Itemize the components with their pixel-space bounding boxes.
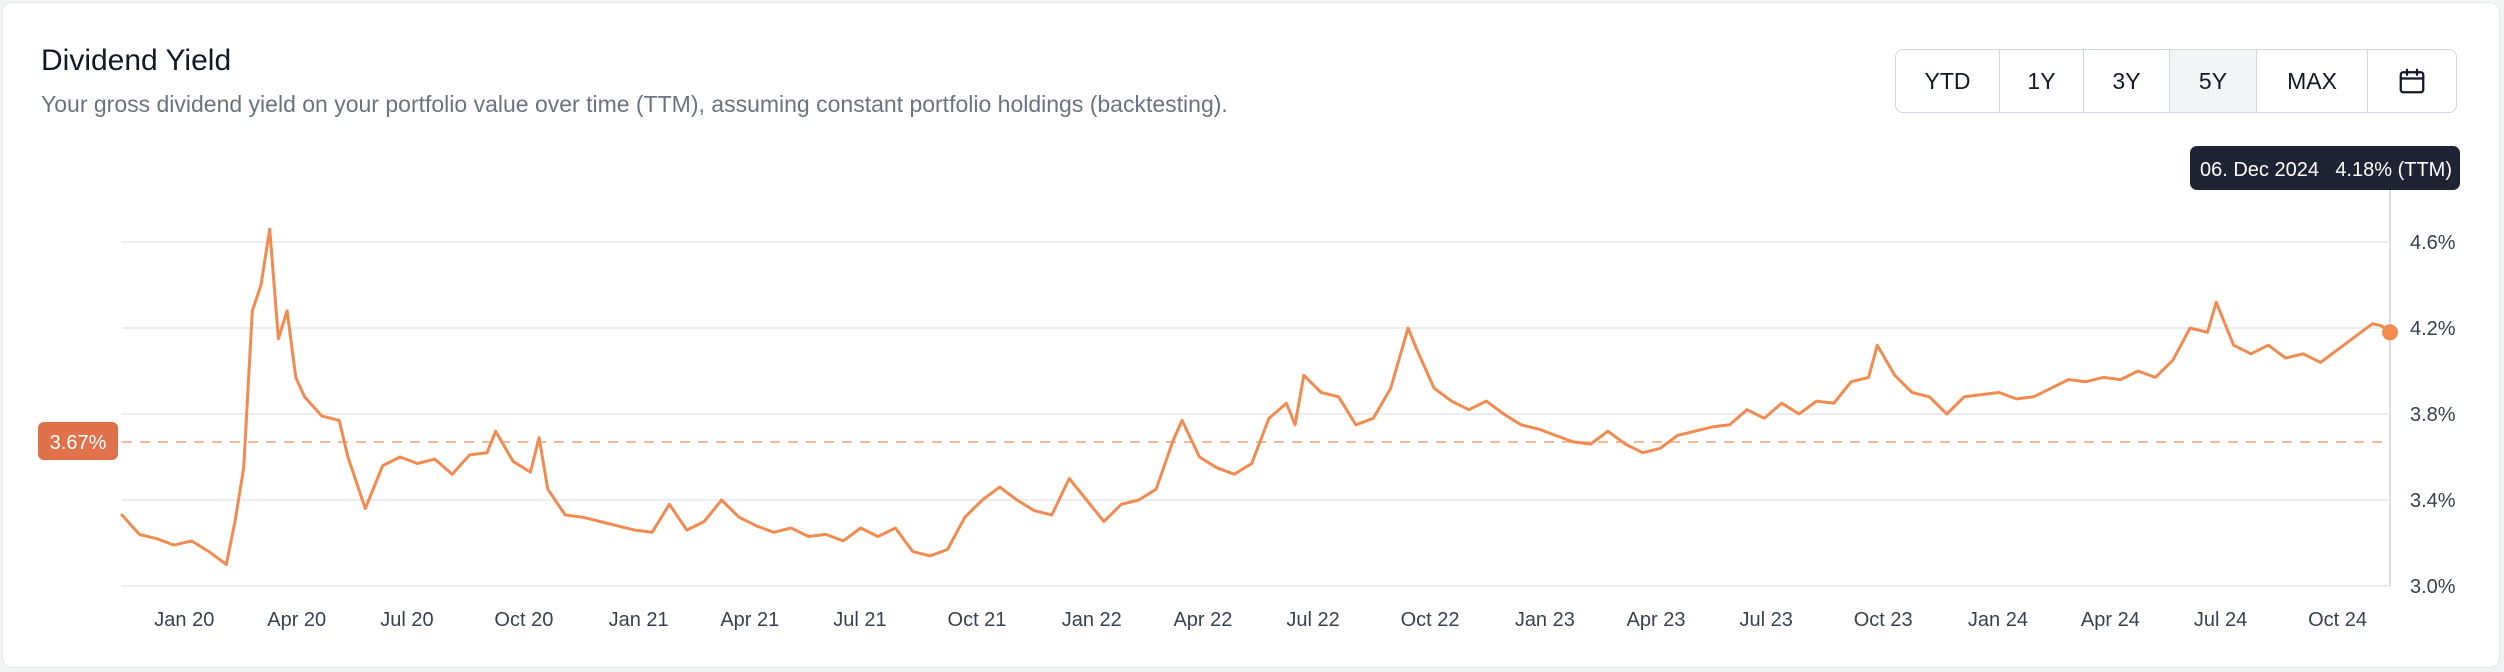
average-badge: 3.67%	[38, 421, 118, 460]
y-tick-label: 3.0%	[2410, 576, 2456, 598]
x-tick-label: Jul 22	[1286, 609, 1339, 631]
x-tick-label: Apr 20	[267, 609, 326, 631]
x-tick-label: Jul 20	[380, 609, 433, 631]
y-axis-labels: 3.0% 3.4% 3.8% 4.2% 4.6%	[2410, 232, 2456, 598]
y-tick-label: 4.2%	[2410, 318, 2456, 340]
range-selector: YTD 1Y 3Y 5Y MAX	[1895, 49, 2457, 113]
x-tick-label: Apr 21	[720, 609, 779, 631]
x-tick-label: Oct 21	[948, 609, 1007, 631]
calendar-button[interactable]	[2368, 50, 2456, 112]
x-tick-label: Jul 21	[833, 609, 886, 631]
x-tick-label: Jan 22	[1062, 609, 1122, 631]
tooltip: 06. Dec 2024 4.18% (TTM)	[2190, 146, 2460, 190]
range-max-button[interactable]: MAX	[2257, 50, 2368, 112]
range-5y-button[interactable]: 5Y	[2170, 50, 2257, 112]
series-line	[120, 227, 2392, 566]
x-tick-label: Oct 22	[1401, 609, 1460, 631]
tooltip-date: 06. Dec 2024	[2200, 159, 2319, 181]
x-axis-labels: Jan 20 Apr 20 Jul 20 Oct 20 Jan 21 Apr 21 Jul …	[154, 609, 2367, 631]
x-tick-label: Jan 20	[154, 609, 214, 631]
x-tick-label: Jan 24	[1968, 609, 2028, 631]
range-1y-button[interactable]: 1Y	[2000, 50, 2084, 112]
x-tick-label: Jan 23	[1515, 609, 1575, 631]
hover-point[interactable]	[2382, 324, 2398, 341]
calendar-icon	[2399, 68, 2425, 94]
average-badge-label: 3.67%	[50, 432, 107, 454]
x-tick-label: Jan 21	[609, 609, 669, 631]
tooltip-value: 4.18% (TTM)	[2335, 159, 2452, 181]
x-tick-label: Oct 24	[2308, 609, 2367, 631]
y-tick-label: 4.6%	[2410, 232, 2456, 254]
y-tick-label: 3.4%	[2410, 490, 2456, 512]
grid-lines	[122, 241, 2390, 587]
x-tick-label: Jul 24	[2194, 609, 2247, 631]
y-tick-label: 3.8%	[2410, 404, 2456, 426]
x-tick-label: Apr 24	[2081, 609, 2140, 631]
x-tick-label: Apr 23	[1627, 609, 1686, 631]
card-subtitle: Your gross dividend yield on your portfo…	[41, 91, 1228, 117]
x-tick-label: Oct 20	[494, 609, 553, 631]
x-tick-label: Apr 22	[1173, 609, 1232, 631]
x-tick-label: Jul 23	[1740, 609, 1793, 631]
range-ytd-button[interactable]: YTD	[1896, 50, 2000, 112]
range-3y-button[interactable]: 3Y	[2084, 50, 2170, 112]
card-title: Dividend Yield	[41, 44, 232, 77]
x-tick-label: Oct 23	[1854, 609, 1913, 631]
